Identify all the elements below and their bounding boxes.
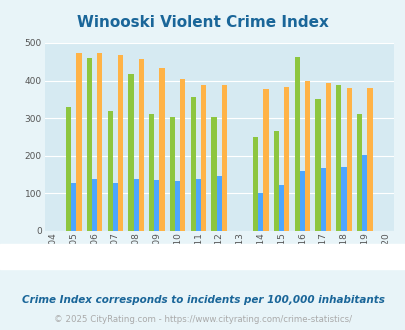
Text: Vermont: Vermont xyxy=(206,249,256,263)
Bar xyxy=(367,88,372,231)
Bar xyxy=(356,114,361,231)
Bar xyxy=(133,179,139,231)
Bar xyxy=(195,179,200,231)
FancyBboxPatch shape xyxy=(275,249,312,265)
Bar xyxy=(273,131,278,231)
Bar xyxy=(211,116,216,231)
Bar xyxy=(346,88,351,231)
Bar xyxy=(159,69,164,231)
Bar xyxy=(263,89,268,231)
Bar xyxy=(200,85,206,231)
Bar xyxy=(97,53,102,231)
Bar xyxy=(216,176,221,231)
Bar xyxy=(113,183,117,231)
FancyBboxPatch shape xyxy=(159,249,195,265)
Text: Winooski: Winooski xyxy=(82,249,135,263)
Bar xyxy=(66,107,71,231)
Bar xyxy=(252,137,258,231)
Bar xyxy=(107,111,113,231)
Bar xyxy=(71,183,76,231)
Bar xyxy=(154,180,159,231)
Bar xyxy=(87,58,92,231)
Bar xyxy=(169,116,175,231)
Bar xyxy=(278,185,284,231)
Bar xyxy=(92,179,97,231)
Bar xyxy=(117,55,123,231)
Text: National: National xyxy=(323,249,372,263)
Bar xyxy=(304,81,309,231)
Text: Winooski Violent Crime Index: Winooski Violent Crime Index xyxy=(77,15,328,30)
Bar xyxy=(294,57,299,231)
Text: © 2025 CityRating.com - https://www.cityrating.com/crime-statistics/: © 2025 CityRating.com - https://www.city… xyxy=(54,315,351,324)
Bar xyxy=(341,167,346,231)
Text: Crime Index corresponds to incidents per 100,000 inhabitants: Crime Index corresponds to incidents per… xyxy=(21,295,384,305)
Bar xyxy=(139,59,143,231)
Bar xyxy=(221,85,226,231)
Bar xyxy=(190,97,195,231)
Bar xyxy=(175,182,180,231)
Bar xyxy=(299,171,304,231)
Bar xyxy=(128,74,133,231)
Bar xyxy=(361,155,367,231)
Bar xyxy=(180,79,185,231)
Bar xyxy=(320,168,325,231)
Bar xyxy=(325,83,330,231)
Bar xyxy=(315,99,320,231)
Bar xyxy=(335,85,341,231)
Bar xyxy=(149,114,154,231)
Bar xyxy=(284,87,289,231)
Bar xyxy=(76,53,81,231)
Bar xyxy=(258,193,263,231)
FancyBboxPatch shape xyxy=(35,249,71,265)
